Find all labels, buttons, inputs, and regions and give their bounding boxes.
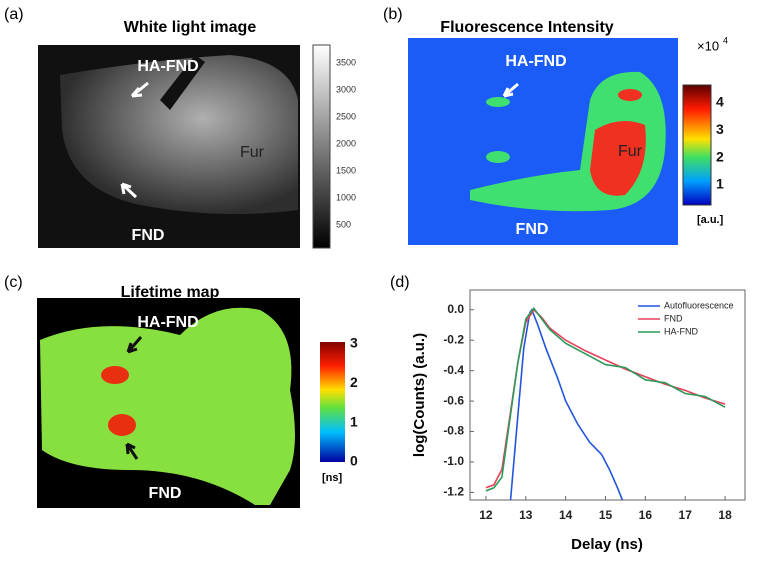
panel-a: (a) White light image HA-FND Fur FND 350… (4, 6, 356, 249)
colorbar-label: [a.u.] (697, 214, 724, 226)
annotation: HA-FND (505, 53, 566, 70)
colorbar-tick-label: 3 (716, 121, 724, 137)
x-tick-label: 13 (519, 508, 533, 522)
colorbar-ticks: 4 3 2 1 (716, 94, 724, 192)
arrow (126, 336, 143, 354)
image-subject (60, 55, 298, 214)
panel-label: (c) (4, 274, 23, 291)
panel-label: (b) (383, 6, 403, 23)
colorbar-ticks: 3500 3000 2500 2000 1500 1000 500 (336, 57, 356, 229)
colorbar-unit: ×10 (697, 38, 719, 53)
annotation: FND (516, 221, 549, 238)
colorbar-tick-label: 1 (716, 176, 724, 192)
colorbar-tick-label: 3 (350, 335, 358, 351)
annotation: Fur (618, 143, 643, 160)
colorbar-tick-label: 500 (336, 219, 351, 229)
panel-title: Fluorescence Intensity (440, 19, 613, 36)
panel-label: (a) (4, 6, 24, 23)
y-tick-label: -0.8 (443, 424, 464, 438)
legend-label: HA-FND (664, 326, 698, 336)
line-chart: (d) Delay (ns) log(Counts) (a.u.) 12 13 14… (390, 274, 746, 553)
panel-title: White light image (124, 19, 257, 36)
colorbar-tick-label: 3500 (336, 57, 356, 67)
annotation: HA-FND (137, 314, 198, 331)
image-signal (101, 366, 129, 384)
legend-label: FND (664, 313, 683, 323)
x-tick-label: 15 (599, 508, 613, 522)
legend-label: Autofluorescence (664, 300, 734, 310)
colorbar (682, 84, 712, 206)
colorbar-tick-label: 0 (350, 453, 358, 469)
y-tick-label: -1.2 (443, 485, 464, 499)
arrow (502, 82, 519, 98)
arrow (125, 442, 139, 460)
x-tick-label: 17 (679, 508, 693, 522)
y-axis-label: log(Counts) (a.u.) (411, 333, 428, 457)
x-tick-label: 12 (479, 508, 493, 522)
image-signal (40, 307, 295, 505)
y-tick-label: -0.4 (443, 363, 464, 377)
colorbar-tick-label: 1000 (336, 192, 356, 202)
x-tick-label: 16 (639, 508, 653, 522)
image-signal (590, 121, 646, 196)
arrow (120, 182, 138, 199)
colorbar-tick-label: 2000 (336, 138, 356, 148)
x-tick-label: 14 (559, 508, 573, 522)
colorbar-tick-label: 4 (716, 94, 724, 110)
annotation: FND (149, 485, 182, 502)
colorbar (312, 44, 331, 249)
image-signal (486, 151, 510, 163)
series-line (509, 308, 624, 500)
colorbar-ticks: 3 2 1 0 (350, 335, 358, 469)
series-line (485, 306, 726, 492)
x-tick-label: 18 (718, 508, 732, 522)
annotation: Fur (240, 144, 265, 161)
colorbar-unit-exponent: 4 (723, 35, 728, 45)
y-tick-label: -1.0 (443, 454, 464, 468)
image-signal (108, 414, 136, 436)
panel-title: Lifetime map (121, 284, 220, 301)
colorbar-tick-label: 3000 (336, 84, 356, 94)
annotation: FND (132, 227, 165, 244)
plot-frame (469, 289, 746, 501)
y-tick-label: -0.2 (443, 332, 464, 346)
colorbar-tick-label: 1500 (336, 165, 356, 175)
image-shadow (160, 55, 205, 110)
colorbar-tick-label: 1 (350, 413, 358, 429)
annotation: HA-FND (137, 58, 198, 75)
y-tick-label: 0.0 (447, 302, 464, 316)
colorbar-tick-label: 2 (716, 148, 724, 164)
panel-b: (b) Fluorescence Intensity HA-FND Fur FN… (383, 6, 728, 245)
colorbar-tick-label: 2 (350, 374, 358, 390)
colorbar-label: [ns] (322, 472, 343, 484)
panel-c: (c) Lifetime map HA-FND FND 3 2 1 0 [ns] (4, 274, 358, 508)
x-axis-label: Delay (ns) (571, 536, 643, 553)
arrow (130, 81, 149, 98)
image-signal (486, 97, 510, 107)
panel-label: (d) (390, 274, 410, 291)
y-tick-label: -0.6 (443, 393, 464, 407)
colorbar (320, 342, 345, 462)
image-signal (618, 89, 642, 101)
colorbar-tick-label: 2500 (336, 111, 356, 121)
